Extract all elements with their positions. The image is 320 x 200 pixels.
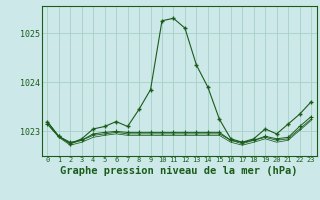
X-axis label: Graphe pression niveau de la mer (hPa): Graphe pression niveau de la mer (hPa) <box>60 166 298 176</box>
